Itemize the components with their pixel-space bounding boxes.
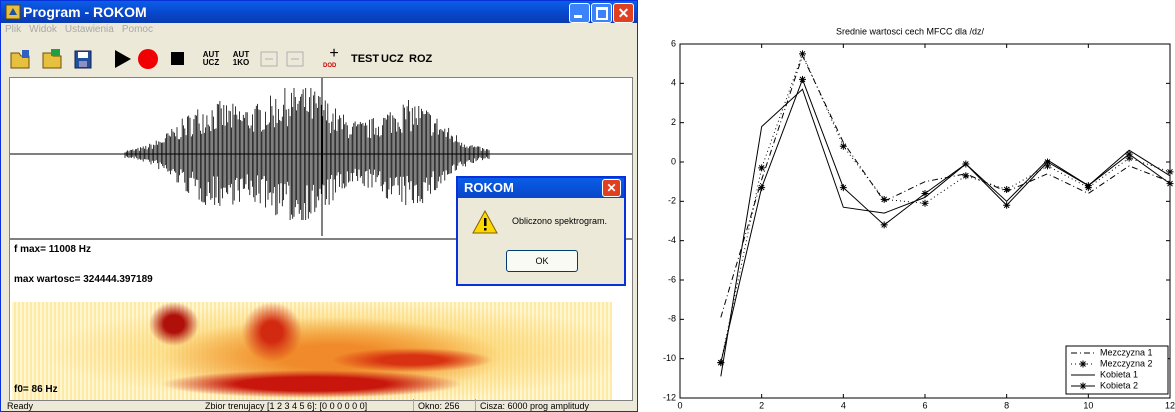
y-tick-label: 2 [671,117,676,127]
warning-icon [472,210,498,234]
marker [1003,201,1011,209]
y-tick-label: -10 [663,353,676,363]
status-training-set: Zbior trenujacy [1 2 3 4 5 6]: [0 0 0 0 … [205,401,368,411]
x-tick-label: 6 [922,400,927,410]
waveform-panel [9,77,633,239]
x-tick-label: 2 [759,400,764,410]
status-window: Okno: 256 [413,399,460,411]
x-tick-label: 0 [677,400,682,410]
marker [799,75,806,83]
marker [962,160,970,168]
marker [758,184,766,192]
chart: Srednie wartosci cech MFCC dla /dz/ 0 2 4 6… [663,26,1175,410]
close-button[interactable]: ✕ [613,3,634,23]
dialog-title-bar: ROKOM ✕ [458,178,624,198]
ucz-button[interactable]: UCZ [381,53,404,65]
marker [1044,158,1051,166]
toolbar: AUT UCZ AUT 1KO + DOD TEST UCZ ROZ [1,41,637,77]
x-tick-label: 12 [1165,400,1175,410]
menu-item[interactable]: Pomoc [121,24,153,35]
y-tick-label: 4 [671,78,676,88]
button-label: AUT [202,50,220,59]
minimize-button[interactable] [569,3,590,23]
status-bar: Ready Zbior trenujacy [1 2 3 4 5 6]: [0 … [1,399,637,411]
dialog-message: Obliczono spektrogram. [512,216,608,226]
marker [1084,182,1092,190]
message-dialog: ROKOM ✕ Obliczono spektrogram. OK [456,176,626,286]
file-icons[interactable] [9,47,109,71]
y-tick-label: -4 [668,235,676,245]
app-window: Program - ROKOM ✕ Plik Widok Ustawienia Pom… [0,0,638,412]
marker [1125,150,1133,158]
marker [880,195,888,203]
spectrogram [12,302,612,400]
legend-marker [1079,382,1087,390]
roz-button[interactable]: ROZ [409,53,433,65]
marker [1125,154,1133,162]
title-bar: Program - ROKOM ✕ [1,1,637,23]
menu-item[interactable]: Ustawienia [64,24,114,35]
legend-label: Kobieta 1 [1100,369,1138,379]
menu-bar: Plik Widok Ustawienia Pomoc [5,24,161,38]
y-tick-label: 6 [671,38,676,48]
dialog-title: ROKOM [464,180,514,195]
disabled-buttons [260,51,304,67]
dod-icon[interactable]: + [329,45,339,62]
playback-controls[interactable] [111,47,191,71]
chart-title: Srednie wartosci cech MFCC dla /dz/ [836,26,985,36]
menu-item[interactable]: Plik [5,24,22,35]
waveform [10,78,632,236]
aut-ucz-button[interactable]: AUT UCZ [199,51,223,67]
marker [839,184,847,192]
x-tick-label: 8 [1004,400,1009,410]
y-tick-label: -8 [668,314,676,324]
marker [1003,186,1011,194]
series-line [720,52,1171,363]
button-label: AUT [232,50,250,59]
window-title: Program - ROKOM [23,4,147,20]
f0-label: f0= 86 Hz [14,384,58,395]
legend-label: Mezczyzna 2 [1100,358,1153,368]
series-line [720,88,1171,377]
ok-button[interactable]: OK [506,250,578,272]
dod-label: DOD [323,63,337,69]
app-icon [5,4,21,20]
status-ready: Ready [7,401,34,411]
series-line [720,77,1171,363]
marker [758,164,766,172]
marker [1166,180,1174,188]
x-tick-label: 10 [1083,400,1093,410]
marker [1044,162,1051,170]
max-value-label: max wartosc= 324444.397189 [14,274,153,285]
menu-item[interactable]: Widok [29,24,57,35]
y-tick-label: -12 [663,392,676,402]
test-button[interactable]: TEST [351,53,380,65]
marker [880,221,888,229]
marker [717,359,725,367]
aut-1ko-button[interactable]: AUT 1KO [229,51,253,67]
dialog-close[interactable]: ✕ [602,179,621,197]
marker [962,172,970,180]
marker [1166,168,1174,176]
button-label: 1KO [232,58,250,67]
y-tick-label: 0 [671,156,676,166]
legend-marker [1079,360,1087,368]
series-line [720,54,1171,318]
legend-label: Kobieta 2 [1100,380,1138,390]
y-tick-label: -6 [668,274,676,284]
marker [839,142,847,150]
button-label: UCZ [202,58,220,67]
fmax-label: f max= 11008 Hz [14,244,91,255]
y-tick-label: -2 [668,196,676,206]
legend-label: Mezczyzna 1 [1100,347,1153,357]
x-tick-label: 4 [841,400,846,410]
marker [921,189,929,197]
marker [921,199,929,207]
maximize-button[interactable] [591,3,612,23]
status-silence: Cisza: 6000 prog amplitudy [475,399,589,411]
marker [799,50,806,58]
spectrogram-panel: f max= 11008 Hz max wartosc= 324444.3971… [9,239,633,401]
